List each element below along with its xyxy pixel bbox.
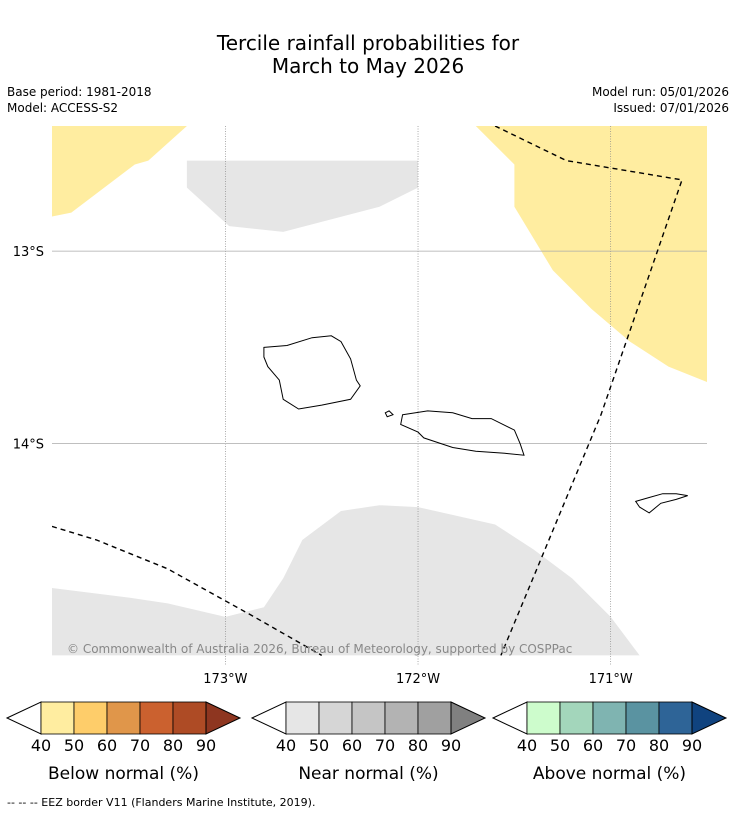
legend-tick-label: 80 — [649, 736, 669, 755]
legend-tick-label: 70 — [130, 736, 150, 755]
legend-left-arrow — [491, 701, 528, 735]
legend-tick-label: 50 — [309, 736, 329, 755]
eez-samoa-as — [494, 126, 683, 656]
legend-swatch — [592, 701, 627, 735]
legend-tick-label: 90 — [196, 736, 216, 755]
legend-swatch — [526, 701, 561, 735]
legend-tick-label: 50 — [64, 736, 84, 755]
legend-title: Near normal (%) — [298, 764, 438, 784]
issued-date: Issued: 07/01/2026 — [613, 101, 729, 115]
legend-tick-label: 80 — [163, 736, 183, 755]
legend-title: Above normal (%) — [533, 764, 686, 784]
island-manono-apolima — [384, 410, 394, 418]
legend-tick-label: 60 — [342, 736, 362, 755]
footnote-eez: -- -- -- EEZ border V11 (Flanders Marine… — [7, 796, 316, 809]
legend-colorbar: 40 50 60 70 80 90 Below normal (%) — [5, 701, 242, 784]
legend-swatch — [172, 701, 207, 735]
legend-swatch — [384, 701, 419, 735]
rainfall-map: © Commonwealth of Australia 2026, Bureau… — [5, 126, 728, 784]
legend-swatch — [417, 701, 452, 735]
title-line-2: March to May 2026 — [271, 54, 465, 78]
legend-tick-label: 70 — [616, 736, 636, 755]
legend-tick-label: 40 — [517, 736, 537, 755]
eez-tonga — [52, 525, 323, 657]
legend-right-arrow — [450, 701, 487, 735]
legend-tick-label: 60 — [97, 736, 117, 755]
legend-tick-label: 90 — [682, 736, 702, 755]
title-line-1: Tercile rainfall probabilities for — [216, 31, 520, 55]
legend-tick-label: 70 — [375, 736, 395, 755]
x-tick-label: 172°W — [396, 672, 440, 687]
x-tick-label: 173°W — [203, 672, 247, 687]
legend-tick-label: 40 — [276, 736, 296, 755]
legend-tick-label: 50 — [550, 736, 570, 755]
meta-right: Model run: 05/01/2026 Issued: 07/01/2026 — [592, 84, 729, 116]
chart-title: Tercile rainfall probabilities for March… — [0, 32, 736, 78]
x-tick-label: 171°W — [589, 672, 633, 687]
legend-swatch — [625, 701, 660, 735]
legend-left-arrow — [250, 701, 287, 735]
y-tick-label: 14°S — [13, 438, 44, 453]
legend-colorbar: 40 50 60 70 80 90 Above normal (%) — [491, 701, 728, 784]
copyright-text: © Commonwealth of Australia 2026, Bureau… — [67, 642, 572, 656]
base-period: Base period: 1981-2018 — [7, 85, 152, 99]
legend-swatch — [106, 701, 141, 735]
legend-tick-label: 60 — [583, 736, 603, 755]
legend-tick-label: 80 — [408, 736, 428, 755]
legend-left-arrow — [5, 701, 42, 735]
region-near-normal-40-south — [52, 505, 640, 656]
map-plot-area: © Commonwealth of Australia 2026, Bureau… — [52, 126, 707, 665]
model-run: Model run: 05/01/2026 — [591, 85, 729, 99]
region-below-normal-50-north — [52, 126, 187, 217]
y-tick-label: 13°S — [13, 245, 44, 260]
island-tutuila — [634, 493, 688, 514]
region-near-normal-40-north — [186, 160, 418, 232]
legend-swatch — [73, 701, 108, 735]
island-savaii — [263, 335, 361, 410]
model-name: Model: ACCESS-S2 — [7, 101, 119, 115]
legend-swatch — [658, 701, 693, 735]
legend-tick-label: 90 — [441, 736, 461, 755]
region-below-normal-50-northeast — [302, 126, 707, 382]
legend-tick-label: 40 — [31, 736, 51, 755]
legend-swatch — [285, 701, 320, 735]
legend-right-arrow — [205, 701, 242, 735]
legend-right-arrow — [691, 701, 728, 735]
legend-title: Below normal (%) — [48, 764, 199, 784]
legend-swatch — [559, 701, 594, 735]
legend-swatch — [139, 701, 174, 735]
legend-swatch — [318, 701, 353, 735]
meta-left: Base period: 1981-2018 Model: ACCESS-S2 — [7, 84, 152, 116]
legend-swatch — [40, 701, 75, 735]
island-upolu — [400, 410, 525, 456]
legend-swatch — [351, 701, 386, 735]
